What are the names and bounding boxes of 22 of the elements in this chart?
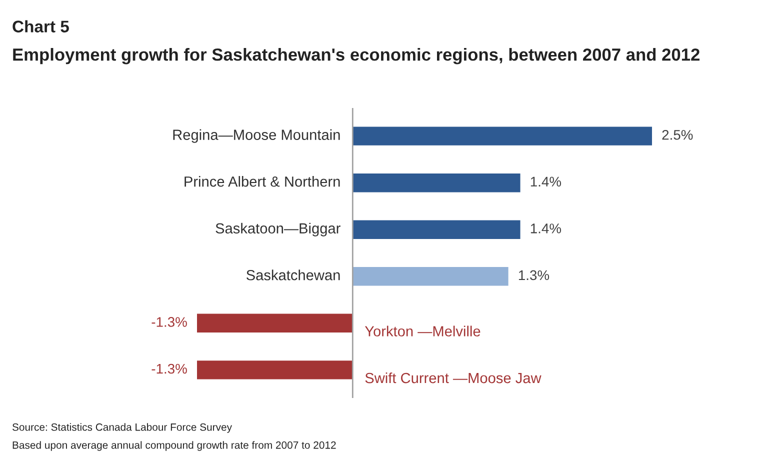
y-tick-label: Saskatoon—Biggar — [216, 222, 340, 236]
data-label: 1.4% — [530, 176, 562, 187]
bar — [197, 360, 353, 380]
chart-subtitle: Employment growth for Saskatchewan's economic regions, between 2007 and 2012 — [13, 48, 700, 64]
data-label: 1.4% — [530, 224, 562, 234]
y-tick-label: Swift Current —Moose Jaw — [365, 372, 542, 384]
y-tick-label: Prince Albert & Northern — [184, 176, 340, 187]
bar — [352, 126, 652, 146]
data-label: -1.3% — [152, 364, 187, 374]
source-note: Source: Statistics Canada Labour Force Survey — [12, 423, 232, 433]
text: Based upon average annual compound growth rate from 2007 to 2012 — [12, 441, 336, 451]
text: Chart 5 — [12, 20, 69, 32]
y-tick-label: Regina—Moose Mountain — [173, 129, 340, 143]
data-label: 2.5% — [662, 130, 693, 140]
data-label: 1.3% — [518, 270, 550, 280]
bar — [352, 173, 520, 192]
bar — [352, 220, 520, 239]
bar — [352, 267, 508, 286]
y-tick-label: Saskatchewan — [246, 270, 340, 280]
data-label: -1.3% — [152, 317, 187, 327]
y-tick-label: Yorkton —Melville — [364, 326, 480, 336]
bar — [197, 314, 353, 333]
